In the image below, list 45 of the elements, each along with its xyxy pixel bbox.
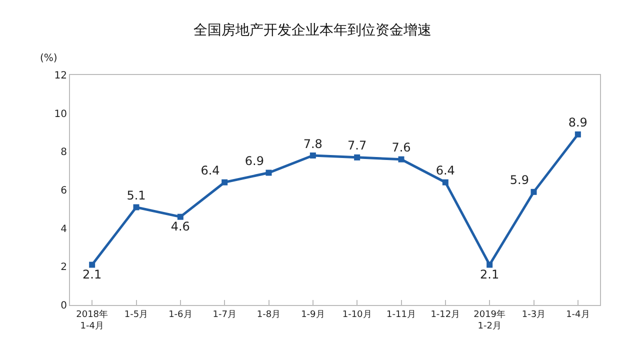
- y-tick-label: 8: [60, 147, 67, 158]
- point: [486, 262, 493, 268]
- data-label: 8.9: [568, 116, 588, 130]
- point: [442, 179, 448, 186]
- y-axis-title: (%): [40, 53, 58, 64]
- point: [574, 131, 581, 138]
- x-tick-label: 2019年 1-2月: [474, 308, 506, 332]
- y-tick-label: 4: [60, 224, 67, 235]
- point: [177, 214, 184, 220]
- data-label: 7.7: [348, 138, 367, 153]
- x-tick-label: 1-8月: [256, 310, 281, 320]
- x-tick-label: 1-6月: [168, 310, 192, 320]
- y-tick-label: 6: [60, 186, 67, 196]
- x-tick-label: 1-7月: [212, 310, 236, 320]
- x-tick-label: 1-3月: [522, 310, 546, 320]
- data-label: 6.4: [436, 164, 455, 178]
- x-tick-label: 1-12月: [430, 310, 460, 320]
- data-label: 6.4: [200, 164, 220, 178]
- y-tick-label: 2: [60, 262, 67, 274]
- x-tick-label: 1-10月: [342, 310, 372, 320]
- data-label: 7.8: [303, 136, 322, 151]
- x-tick-label: 1-5月: [124, 310, 148, 320]
- x-tick-label: 2018年 1-4月: [76, 308, 108, 332]
- point: [310, 152, 316, 158]
- x-tick-label: 1-4月: [566, 310, 590, 320]
- y-tick-label: 0: [60, 300, 67, 312]
- y-tick-label: 12: [54, 70, 67, 82]
- chart-title: 全国房地产开发企业本年到位资金增速: [194, 22, 432, 39]
- point: [266, 170, 272, 176]
- point: [133, 204, 140, 210]
- data-label: 6.9: [244, 154, 264, 168]
- point: [530, 188, 537, 195]
- point: [354, 154, 360, 160]
- y-tick-label: 10: [54, 108, 67, 120]
- point: [398, 156, 404, 162]
- data-label: 5.9: [510, 173, 529, 188]
- data-label: 7.6: [392, 140, 411, 155]
- point: [89, 262, 96, 268]
- x-tick-label: 1-11月: [386, 310, 416, 320]
- data-label: 2.1: [480, 268, 500, 282]
- data-label: 5.1: [126, 188, 146, 202]
- data-label: 2.1: [82, 268, 102, 282]
- data-label: 4.6: [170, 220, 190, 234]
- x-tick-label: 1-9月: [301, 310, 325, 320]
- point: [222, 179, 228, 186]
